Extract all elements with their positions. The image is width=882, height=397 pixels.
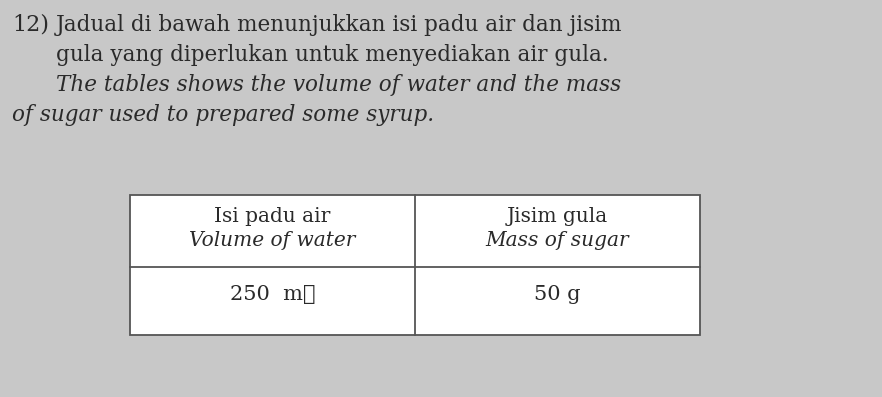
Text: 250  mℓ: 250 mℓ [229, 285, 315, 304]
Text: of sugar used to prepared some syrup.: of sugar used to prepared some syrup. [12, 104, 434, 126]
Text: Jadual di bawah menunjukkan isi padu air dan jisim: Jadual di bawah menunjukkan isi padu air… [56, 14, 623, 36]
Text: Mass of sugar: Mass of sugar [486, 231, 630, 250]
Text: gula yang diperlukan untuk menyediakan air gula.: gula yang diperlukan untuk menyediakan a… [56, 44, 609, 66]
Text: Jisim gula: Jisim gula [507, 207, 608, 226]
Text: Isi padu air: Isi padu air [214, 207, 331, 226]
Text: The tables shows the volume of water and the mass: The tables shows the volume of water and… [56, 74, 621, 96]
Text: Volume of water: Volume of water [190, 231, 355, 250]
Text: 12): 12) [12, 14, 49, 36]
Text: 50 g: 50 g [534, 285, 580, 304]
Bar [130, 195, 700, 335]
